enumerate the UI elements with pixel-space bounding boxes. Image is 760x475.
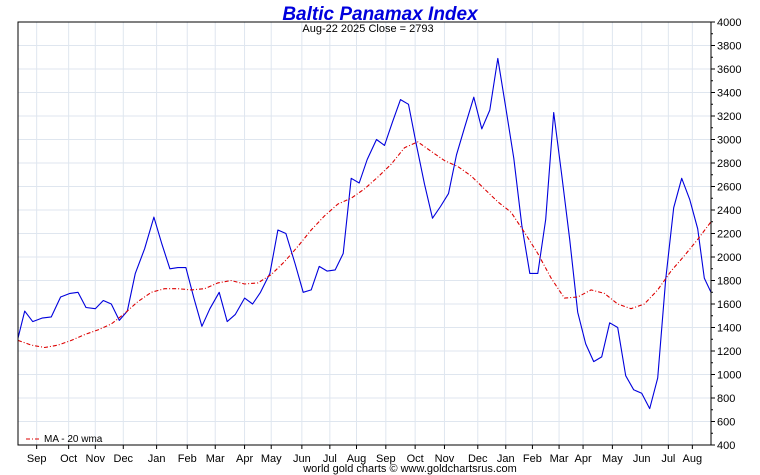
x-tick-label: Jun xyxy=(293,453,311,465)
x-tick-label: Feb xyxy=(523,453,542,465)
y-tick-label: 2800 xyxy=(717,158,741,170)
x-tick-label: Jan xyxy=(148,453,166,465)
series-line-index xyxy=(17,57,712,410)
x-tick-label: May xyxy=(602,453,623,465)
x-tick-label: Dec xyxy=(468,453,488,465)
y-tick-label: 2400 xyxy=(717,205,741,217)
y-tick-label: 1600 xyxy=(717,299,741,311)
x-tick-label: Aug xyxy=(347,453,367,465)
y-tick-label: 3800 xyxy=(717,41,741,53)
x-tick-label: Jun xyxy=(633,453,651,465)
chart-subtitle: Aug-22 2025 Close = 2793 xyxy=(302,23,433,35)
y-tick-label: 400 xyxy=(717,440,735,452)
x-tick-label: May xyxy=(261,453,282,465)
y-tick-label: 600 xyxy=(717,417,735,429)
y-tick-label: 1000 xyxy=(717,370,741,382)
y-tick-label: 1400 xyxy=(717,323,741,335)
x-tick-label: Nov xyxy=(435,453,455,465)
x-tick-label: Jan xyxy=(497,453,515,465)
y-tick-label: 1800 xyxy=(717,276,741,288)
x-tick-label: Dec xyxy=(114,453,134,465)
y-tick-label: 3000 xyxy=(717,135,741,147)
x-tick-label: Sep xyxy=(27,453,47,465)
x-tick-label: Apr xyxy=(236,453,253,465)
x-tick-label: Mar xyxy=(206,453,225,465)
y-tick-label: 2000 xyxy=(717,252,741,264)
x-tick-layer: Sep Oct Nov Dec Jan Feb Mar Apr May Jun Jul Aug Sep O… xyxy=(27,445,702,465)
y-tick-label: 800 xyxy=(717,393,735,405)
x-tick-label: Jul xyxy=(661,453,675,465)
x-tick-label: Mar xyxy=(550,453,569,465)
y-tick-label: 2200 xyxy=(717,229,741,241)
chart-title: Baltic Panamax Index xyxy=(282,4,479,25)
legend: MA - 20 wma xyxy=(26,434,103,445)
x-tick-label: Oct xyxy=(407,453,424,465)
y-tick-label: 4000 xyxy=(717,17,741,29)
x-tick-label: Jul xyxy=(323,453,337,465)
y-tick-label: 2600 xyxy=(717,182,741,194)
legend-ma-label: MA - 20 wma xyxy=(44,434,103,445)
x-tick-label: Aug xyxy=(683,453,703,465)
chart-footer: world gold charts © www.goldchartsrus.co… xyxy=(302,463,517,475)
y-tick-label: 1200 xyxy=(717,346,741,358)
y-tick-label: 3400 xyxy=(717,88,741,100)
y-tick-label: 3200 xyxy=(717,111,741,123)
x-tick-label: Apr xyxy=(574,453,591,465)
x-tick-label: Sep xyxy=(376,453,396,465)
x-tick-label: Oct xyxy=(60,453,77,465)
grid-layer xyxy=(18,22,711,445)
y-tick-layer: 400 600 800 1000 1200 1400 1600 1800 2000 2200 240… xyxy=(711,17,741,452)
series-line-ma xyxy=(17,141,712,349)
x-tick-label: Feb xyxy=(178,453,197,465)
y-tick-label: 3600 xyxy=(717,64,741,76)
x-tick-label: Nov xyxy=(86,453,106,465)
series-layer xyxy=(17,57,712,410)
